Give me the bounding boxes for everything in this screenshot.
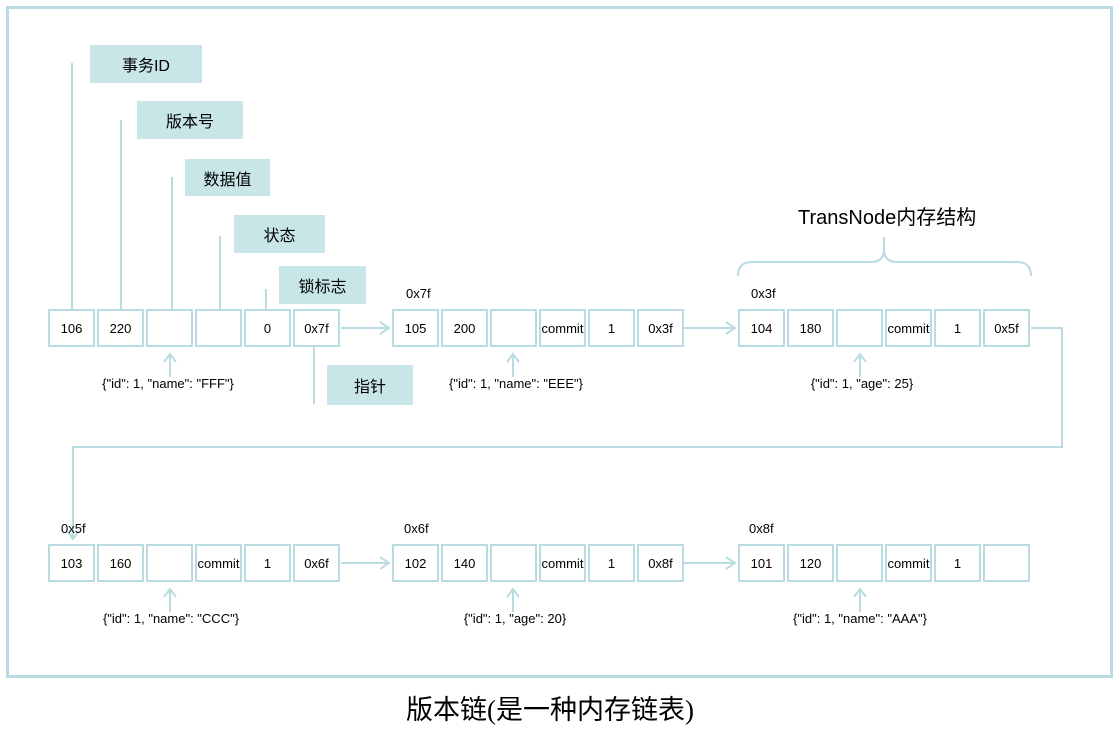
- diagram-border: [6, 6, 1113, 678]
- node-address: 0x8f: [749, 521, 774, 536]
- node-cell-status: commit: [885, 309, 932, 347]
- field-label-lock-flag: 锁标志: [279, 266, 366, 304]
- node-cell-pointer: [983, 544, 1030, 582]
- node-cell-version: 220: [97, 309, 144, 347]
- node-annotation: {"id": 1, "age": 25}: [810, 376, 914, 391]
- node-cell-status: commit: [539, 544, 586, 582]
- node-annotation: {"id": 1, "name": "AAA"}: [793, 611, 927, 626]
- node-annotation: {"id": 1, "name": "CCC"}: [102, 611, 240, 626]
- node-cell-data: [146, 309, 193, 347]
- field-label-pointer: 指针: [327, 365, 413, 405]
- node-cell-version: 140: [441, 544, 488, 582]
- node-address: 0x5f: [61, 521, 86, 536]
- node-cell-pointer: 0x7f: [293, 309, 340, 347]
- node-cell-data: [490, 309, 537, 347]
- node-cell-pointer: 0x5f: [983, 309, 1030, 347]
- trans-node: 101 120 commit 1: [738, 544, 1030, 582]
- trans-node: 106 220 0 0x7f: [48, 309, 340, 347]
- node-cell-data: [836, 544, 883, 582]
- node-cell-version: 160: [97, 544, 144, 582]
- node-cell-pointer: 0x3f: [637, 309, 684, 347]
- node-cell-lock: 1: [588, 309, 635, 347]
- node-cell-txn-id: 101: [738, 544, 785, 582]
- node-cell-status: commit: [885, 544, 932, 582]
- node-cell-txn-id: 103: [48, 544, 95, 582]
- node-cell-lock: 0: [244, 309, 291, 347]
- node-cell-data: [146, 544, 193, 582]
- transnode-caption: TransNode内存结构: [798, 207, 977, 229]
- trans-node: 102 140 commit 1 0x8f: [392, 544, 684, 582]
- node-cell-version: 180: [787, 309, 834, 347]
- node-cell-status: [195, 309, 242, 347]
- node-cell-lock: 1: [588, 544, 635, 582]
- field-label-status: 状态: [234, 215, 325, 253]
- node-cell-txn-id: 105: [392, 309, 439, 347]
- trans-node: 104 180 commit 1 0x5f: [738, 309, 1030, 347]
- field-label-version-number: 版本号: [137, 101, 243, 139]
- node-cell-version: 200: [441, 309, 488, 347]
- node-annotation: {"id": 1, "name": "FFF"}: [102, 376, 234, 391]
- node-cell-lock: 1: [934, 544, 981, 582]
- node-cell-status: commit: [195, 544, 242, 582]
- node-address: 0x7f: [406, 286, 431, 301]
- node-annotation: {"id": 1, "name": "EEE"}: [449, 376, 583, 391]
- node-annotation: {"id": 1, "age": 20}: [463, 611, 567, 626]
- node-cell-pointer: 0x6f: [293, 544, 340, 582]
- node-address: 0x6f: [404, 521, 429, 536]
- trans-node: 105 200 commit 1 0x3f: [392, 309, 684, 347]
- node-cell-txn-id: 106: [48, 309, 95, 347]
- node-cell-version: 120: [787, 544, 834, 582]
- node-cell-status: commit: [539, 309, 586, 347]
- node-cell-lock: 1: [244, 544, 291, 582]
- field-label-transaction-id: 事务ID: [90, 45, 202, 83]
- field-label-data-value: 数据值: [185, 159, 270, 196]
- node-cell-lock: 1: [934, 309, 981, 347]
- node-cell-data: [836, 309, 883, 347]
- node-cell-data: [490, 544, 537, 582]
- node-cell-txn-id: 102: [392, 544, 439, 582]
- node-cell-pointer: 0x8f: [637, 544, 684, 582]
- trans-node: 103 160 commit 1 0x6f: [48, 544, 340, 582]
- node-address: 0x3f: [751, 286, 776, 301]
- diagram-title: 版本链(是一种内存链表): [406, 695, 694, 725]
- node-cell-txn-id: 104: [738, 309, 785, 347]
